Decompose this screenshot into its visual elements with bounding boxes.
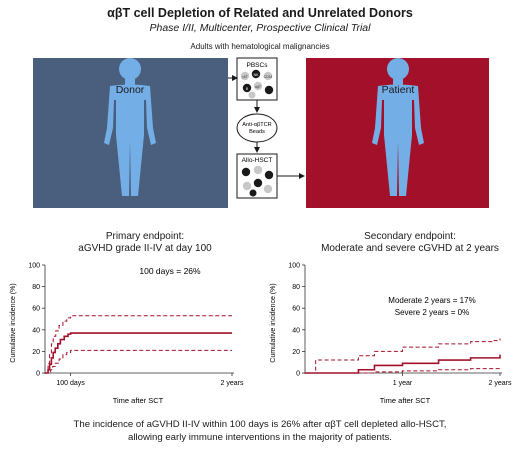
right-ci-line-1	[305, 338, 501, 374]
svg-text:γδT: γδT	[242, 75, 248, 79]
svg-text:CD34: CD34	[264, 75, 273, 79]
right-ci-line-2	[305, 367, 501, 374]
right-xlabel: Time after SCT	[380, 396, 431, 405]
left-ylabel: Cumulative incidence (%)	[10, 283, 17, 362]
population-label: Adults with hematological malignancies	[190, 42, 330, 51]
left-ytick-label: 20	[32, 349, 40, 356]
right-ytick-label: 100	[288, 263, 300, 270]
transplant-diagram: Donor Patient PBSCs NK γδT αβT B CD34 An…	[33, 57, 489, 208]
right-ytick-label: 60	[292, 306, 300, 313]
beads-circle	[236, 113, 278, 143]
primary-endpoint-chart: 100 days = 26% Time after SCT Cumulative…	[10, 263, 244, 406]
left-xtick-label: 2 years	[221, 380, 244, 387]
summary-caption: The incidence of aGVHD II-IV within 100 …	[73, 419, 447, 443]
patient-label: Patient	[382, 84, 415, 96]
svg-text:B: B	[246, 87, 249, 91]
page-subtitle: Phase I/II, Multicenter, Prospective Cli…	[149, 22, 371, 34]
right-estimate-line	[305, 354, 501, 374]
left-ytick-label: 80	[32, 284, 40, 291]
page-title: αβT cell Depletion of Related and Unrela…	[107, 6, 413, 20]
left-annotation: 100 days = 26%	[139, 266, 201, 276]
right-annotation-2: Severe 2 years = 0%	[395, 308, 469, 317]
left-panel-title: Primary endpoint: aGVHD grade II-IV at d…	[78, 231, 212, 254]
graft-cells-icon	[241, 165, 274, 197]
left-ci-line-1	[45, 315, 232, 374]
right-ytick-label: 80	[292, 284, 300, 291]
left-ci-line-2	[45, 349, 232, 374]
pbsc-label: PBSCs	[247, 62, 269, 69]
left-xlabel: Time after SCT	[113, 396, 164, 405]
right-xtick-label: 1 year	[393, 380, 413, 387]
left-ytick-label: 40	[32, 327, 40, 334]
right-ylabel: Cumulative incidence (%)	[270, 283, 277, 362]
right-ytick-label: 40	[292, 327, 300, 334]
right-xtick-label: 2 years	[489, 380, 512, 387]
donor-label: Donor	[116, 84, 145, 96]
allo-hsct-label: Allo-HSCT	[242, 157, 273, 164]
pbsc-cells-icon: NK γδT αβT B CD34	[240, 69, 274, 99]
left-ytick-label: 60	[32, 306, 40, 313]
left-ytick-label: 0	[36, 371, 40, 378]
right-ytick-label: 0	[296, 371, 300, 378]
svg-text:NK: NK	[254, 73, 259, 77]
left-xtick-label: 100 days	[56, 380, 85, 387]
secondary-endpoint-chart: Moderate 2 years = 17% Severe 2 years = …	[270, 263, 512, 406]
right-annotation-1: Moderate 2 years = 17%	[388, 296, 475, 305]
right-panel-title: Secondary endpoint: Moderate and severe …	[321, 231, 499, 254]
left-ytick-label: 100	[28, 263, 40, 270]
left-estimate-line	[45, 332, 232, 374]
right-ytick-label: 20	[292, 349, 300, 356]
beads-label: Anti-αβTCR Beads	[242, 122, 271, 135]
svg-text:αβT: αβT	[255, 85, 261, 89]
